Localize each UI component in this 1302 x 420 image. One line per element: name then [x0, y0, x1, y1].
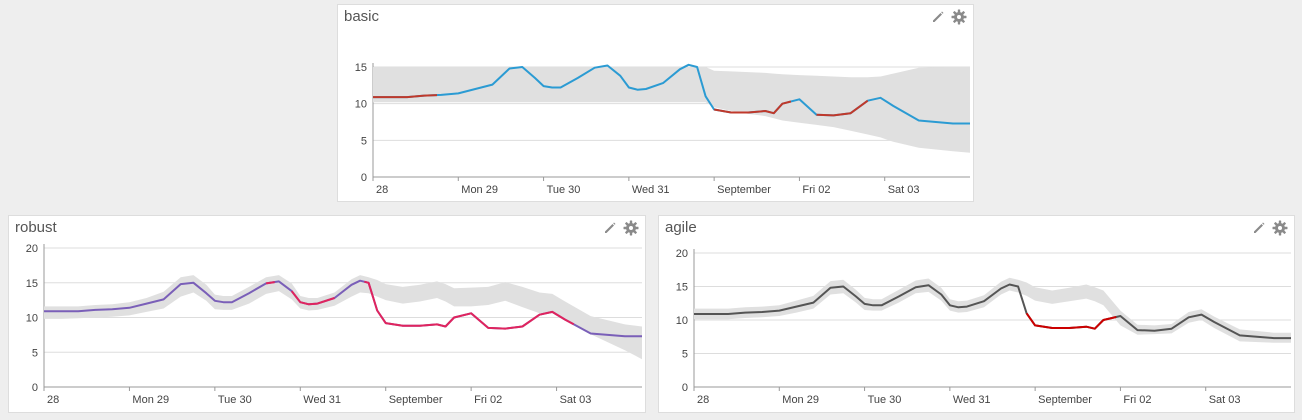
x-tick-label: Wed 31	[953, 394, 991, 406]
y-tick-label: 10	[676, 315, 688, 327]
expected-band	[373, 67, 970, 153]
x-tick-label: Wed 31	[632, 184, 670, 196]
panel-basic: basic 0 5 10 15 28 Mon 29 Tue 30 Wed 31 Septembe…	[337, 4, 974, 202]
x-tick-label: Fri 02	[474, 394, 502, 406]
x-tick-label: Mon 29	[461, 184, 498, 196]
robust-chart: 0 5 10 15 20 28 Mon 29 Tue 30 Wed 31 September Fri…	[26, 243, 642, 406]
x-tick-label: Wed 31	[303, 394, 341, 406]
x-tick-label: Mon 29	[782, 394, 819, 406]
y-tick-label: 5	[361, 135, 367, 147]
x-tick-label: Tue 30	[868, 394, 902, 406]
expected-band	[694, 277, 1291, 343]
basic-chart: 0 5 10 15 28 Mon 29 Tue 30 Wed 31 September Fri 0…	[355, 62, 970, 196]
y-tick-label: 15	[355, 62, 367, 74]
gear-icon[interactable]	[623, 220, 639, 236]
y-tick-label: 10	[26, 313, 38, 325]
x-tick-label: Fri 02	[1123, 394, 1151, 406]
y-tick-label: 15	[26, 278, 38, 290]
x-tick-label: Sat 03	[1209, 394, 1241, 406]
pencil-icon[interactable]	[931, 10, 945, 24]
x-tick-label: 28	[47, 394, 59, 406]
x-tick-label: Mon 29	[132, 394, 169, 406]
pencil-icon[interactable]	[1252, 221, 1266, 235]
x-tick-label: Fri 02	[802, 184, 830, 196]
gear-icon[interactable]	[951, 9, 967, 25]
x-tick-label: September	[1038, 394, 1092, 406]
y-tick-label: 15	[676, 282, 688, 294]
y-tick-label: 0	[361, 172, 367, 184]
x-tick-label: Tue 30	[547, 184, 581, 196]
y-tick-label: 0	[682, 382, 688, 394]
anomaly-segment	[373, 94, 438, 99]
x-tick-label: September	[389, 394, 443, 406]
y-tick-label: 5	[32, 347, 38, 359]
gear-icon[interactable]	[1272, 220, 1288, 236]
panel-title: agile	[665, 219, 697, 236]
x-tick-label: 28	[376, 184, 388, 196]
anomaly-segment	[265, 281, 275, 285]
series-line	[694, 283, 1291, 340]
y-tick-label: 20	[26, 243, 38, 255]
x-tick-label: Sat 03	[560, 394, 592, 406]
anomaly-segment	[364, 280, 575, 330]
panel-title: basic	[344, 8, 380, 25]
x-tick-label: Tue 30	[218, 394, 252, 406]
y-tick-label: 0	[32, 382, 38, 394]
x-tick-label: 28	[697, 394, 709, 406]
x-tick-label: September	[717, 184, 771, 196]
panel-toolbar	[603, 220, 639, 236]
y-tick-label: 20	[676, 248, 688, 260]
anomaly-segment	[713, 100, 792, 115]
anomaly-segment	[290, 290, 335, 306]
expected-band	[44, 275, 642, 360]
pencil-icon[interactable]	[603, 221, 617, 235]
x-tick-label: Sat 03	[888, 184, 920, 196]
panel-title: robust	[15, 219, 57, 236]
anomaly-segment	[816, 99, 869, 117]
panel-toolbar	[931, 9, 967, 25]
panel-agile: agile 0 5 10 15 20 28 Mon 29 Tue 30 Wed 31 Septem…	[658, 215, 1295, 413]
agile-chart: 0 5 10 15 20 28 Mon 29 Tue 30 Wed 31 September Fri…	[676, 248, 1291, 406]
panel-toolbar	[1252, 220, 1288, 236]
y-tick-label: 10	[355, 99, 367, 111]
anomaly-segment	[1025, 312, 1117, 330]
panel-robust: robust 0 5 10 15 20 28 Mon 29 Tue 30 Wed 31 Septe…	[8, 215, 646, 413]
y-tick-label: 5	[682, 349, 688, 361]
